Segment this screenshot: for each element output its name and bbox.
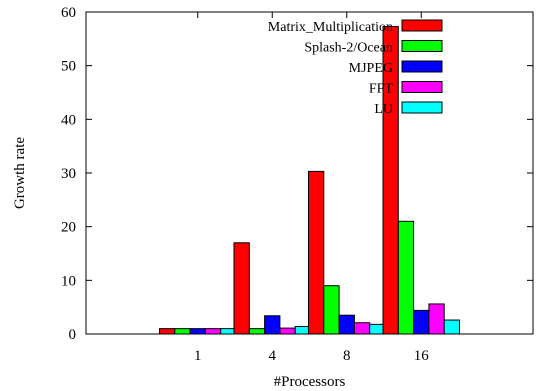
bar bbox=[159, 328, 176, 335]
bar bbox=[264, 315, 281, 335]
y-tick-label: 20 bbox=[61, 220, 76, 236]
legend: Matrix_Multiplication Splash-2/Ocean MJPEG… bbox=[268, 19, 443, 117]
legend-swatch bbox=[401, 81, 443, 93]
plot-area: 0 10 20 30 40 50 60 1 4 8 16 bbox=[61, 5, 534, 364]
legend-swatch bbox=[401, 101, 443, 114]
y-tick-label: 0 bbox=[69, 327, 77, 343]
y-tick-label: 40 bbox=[61, 112, 76, 128]
legend-label: Splash-2/Ocean bbox=[304, 41, 393, 56]
legend-swatch bbox=[401, 19, 443, 32]
bar bbox=[428, 303, 445, 335]
bar bbox=[382, 25, 399, 335]
legend-swatch bbox=[401, 60, 443, 73]
bar bbox=[308, 170, 325, 335]
bar bbox=[443, 319, 461, 335]
bar bbox=[353, 322, 371, 335]
x-axis-label: #Processors bbox=[274, 374, 346, 390]
y-tick-label: 30 bbox=[61, 166, 76, 182]
bar bbox=[174, 328, 191, 335]
legend-swatch bbox=[401, 40, 443, 52]
y-tick-label: 50 bbox=[61, 59, 76, 75]
x-tick-label: 16 bbox=[414, 348, 430, 364]
bar bbox=[248, 328, 266, 335]
legend-label: Matrix_Multiplication bbox=[268, 20, 393, 35]
legend-label: LU bbox=[374, 102, 393, 117]
y-tick-label: 60 bbox=[61, 5, 76, 21]
bar bbox=[279, 327, 296, 335]
y-tick-label: 10 bbox=[61, 273, 76, 289]
legend-label: FFT bbox=[369, 82, 394, 97]
legend-label: MJPEG bbox=[349, 61, 393, 76]
x-tick-label: 8 bbox=[343, 348, 351, 364]
bar bbox=[189, 328, 206, 335]
bar bbox=[413, 309, 430, 335]
x-tick-label: 4 bbox=[269, 348, 277, 364]
x-tick-label: 1 bbox=[194, 348, 202, 364]
bar bbox=[204, 328, 222, 335]
bar bbox=[397, 220, 415, 335]
bar bbox=[338, 314, 355, 335]
bar bbox=[323, 285, 340, 335]
y-axis: 0 10 20 30 40 50 60 bbox=[61, 5, 533, 343]
y-axis-label: Growth rate bbox=[12, 137, 28, 209]
bars bbox=[159, 25, 461, 335]
bar bbox=[233, 242, 250, 335]
